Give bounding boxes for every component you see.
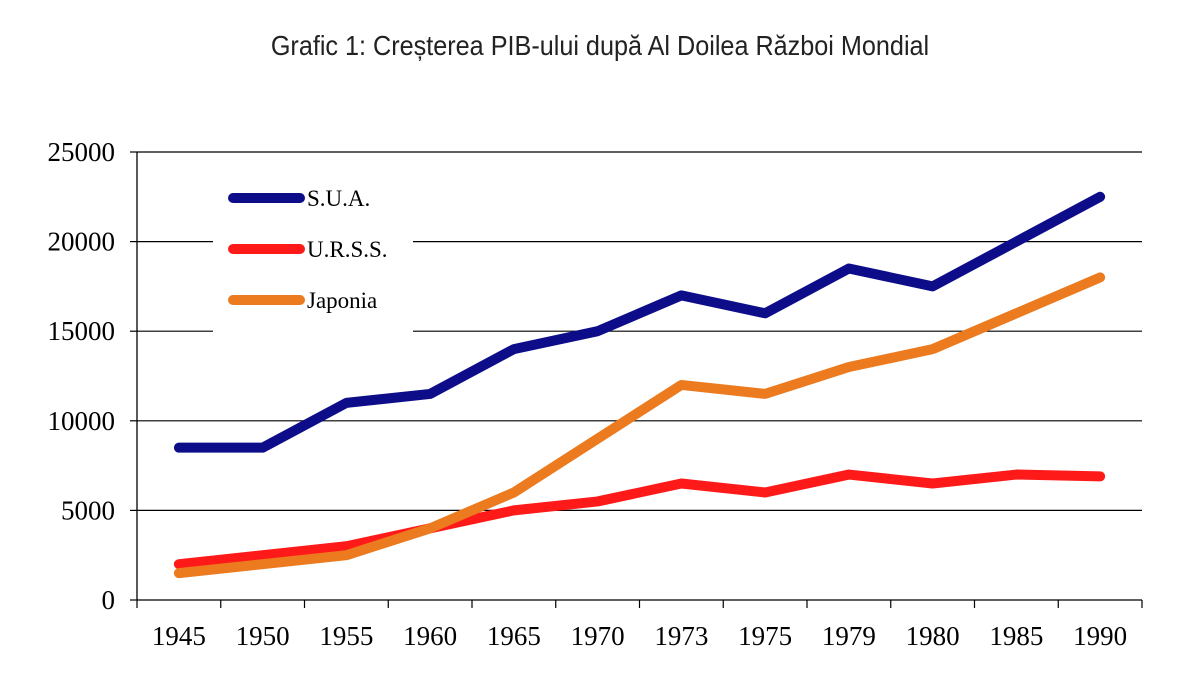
y-tick-label: 20000 <box>48 227 116 257</box>
y-tick-label: 0 <box>102 585 116 615</box>
x-tick-label: 1945 <box>152 621 206 651</box>
series-line-U.R.S.S. <box>173 469 1106 570</box>
x-tick-label: 1960 <box>403 621 457 651</box>
legend-label: U.R.S.S. <box>307 237 388 262</box>
x-tick-label: 1950 <box>236 621 290 651</box>
axes: 0 5000 10000 15000 20000 25000 1945 1950 1955 196… <box>48 137 1143 651</box>
chart-title: Grafic 1: Creșterea PIB-ului după Al Doi… <box>270 30 930 61</box>
legend-label: Japonia <box>307 288 377 313</box>
y-tick-label: 10000 <box>48 406 116 436</box>
x-tick-label: 1973 <box>654 621 708 651</box>
series-line-Japonia <box>173 272 1106 579</box>
y-tick-label: 25000 <box>48 137 116 167</box>
x-tick-label: 1980 <box>906 621 960 651</box>
legend: S.U.A. U.R.S.S. Japonia <box>213 172 413 335</box>
y-tick-label: 5000 <box>61 495 115 525</box>
x-tick-label: 1965 <box>487 621 541 651</box>
x-tick-label: 1990 <box>1073 621 1127 651</box>
x-tick-label: 1979 <box>822 621 876 651</box>
series-line-S.U.A. <box>173 191 1106 453</box>
x-tick-label: 1955 <box>319 621 373 651</box>
series-lines <box>173 191 1106 579</box>
x-tick-label: 1970 <box>571 621 625 651</box>
y-tick-label: 15000 <box>48 316 116 346</box>
legend-label: S.U.A. <box>307 186 370 211</box>
x-tick-label: 1975 <box>738 621 792 651</box>
x-tick-label: 1985 <box>989 621 1043 651</box>
